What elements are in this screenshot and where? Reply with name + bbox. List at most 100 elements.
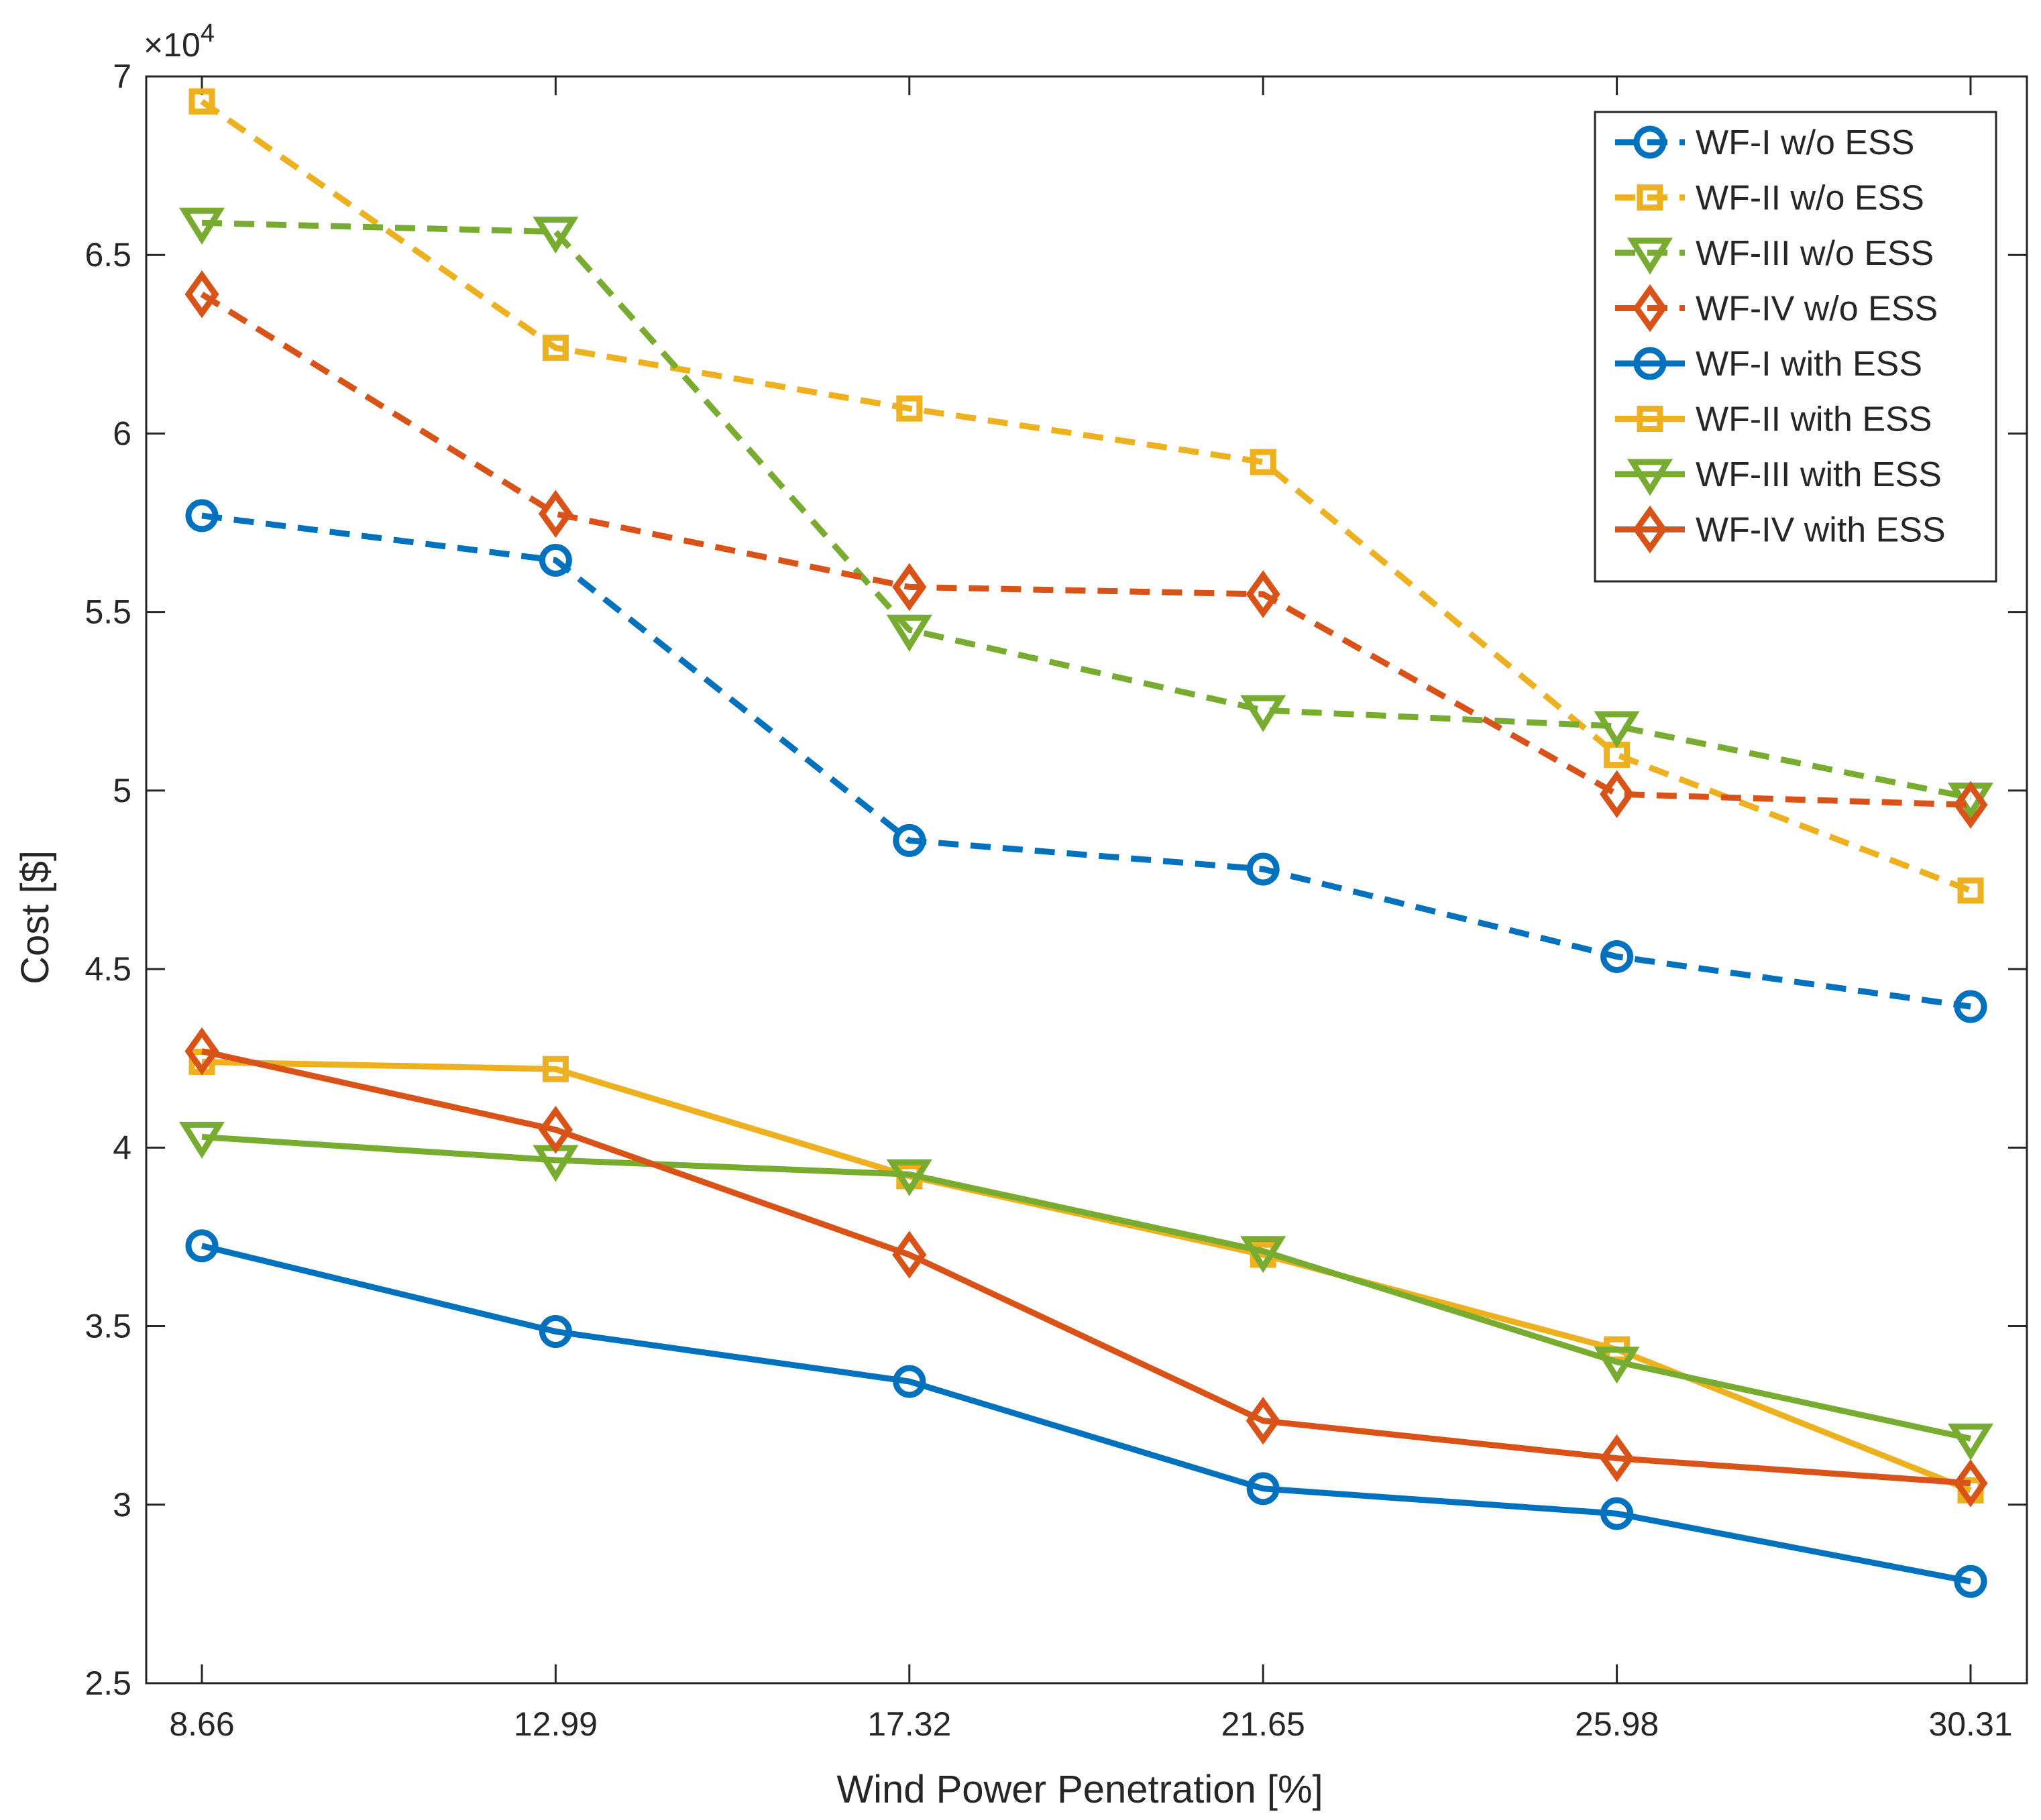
legend-swatch-marker <box>1633 505 1667 554</box>
x-tick-label: 30.31 <box>1928 1705 2012 1743</box>
data-point <box>1600 1434 1635 1483</box>
data-point <box>1600 1497 1634 1530</box>
data-point <box>893 1365 926 1398</box>
legend-swatch-marker <box>1637 406 1663 432</box>
y-tick-label: 3 <box>113 1486 131 1524</box>
series-wf-iii-with-ess <box>178 1121 1994 1461</box>
data-point <box>1246 852 1280 886</box>
series-line <box>201 1048 1971 1487</box>
series-layer <box>178 88 1994 1598</box>
data-point <box>892 563 927 612</box>
series-wf-iv-w-o-ess <box>184 270 1988 829</box>
data-point <box>1954 1565 1987 1598</box>
data-point <box>185 1229 219 1263</box>
y-tick-label: 2.5 <box>85 1664 131 1702</box>
data-point <box>538 490 573 538</box>
data-point <box>178 1121 225 1159</box>
data-point <box>1600 940 1634 973</box>
y-tick-label: 4 <box>113 1129 131 1166</box>
data-point <box>1246 1472 1280 1505</box>
data-point <box>539 543 572 577</box>
legend-item: WF-IV with ESS <box>1615 505 1946 554</box>
series-line <box>201 219 1971 801</box>
legend-item: WF-III w/o ESS <box>1615 234 1934 275</box>
x-axis: 8.66 12.99 17.32 21.65 25.98 30.31 <box>169 76 2013 1743</box>
legend-label: WF-I with ESS <box>1696 345 1922 384</box>
data-point <box>1954 990 1987 1023</box>
x-tick-label: 25.98 <box>1575 1705 1659 1743</box>
data-point <box>539 1315 572 1349</box>
series-wf-i-with-ess <box>185 1229 1987 1598</box>
data-point <box>1953 1459 1988 1508</box>
y-tick-label: 6.5 <box>85 236 131 274</box>
data-point <box>896 395 923 422</box>
data-point <box>184 270 219 319</box>
legend-label: WF-IV w/o ESS <box>1696 290 1938 329</box>
legend-swatch-marker <box>1626 237 1673 275</box>
data-point <box>892 1231 927 1279</box>
data-point <box>886 614 932 652</box>
data-point <box>886 1159 932 1196</box>
legend-item: WF-II with ESS <box>1615 400 1932 439</box>
legend-swatch-marker <box>1637 184 1663 211</box>
legend-label: WF-IV with ESS <box>1696 511 1946 550</box>
legend-swatch-marker <box>1633 125 1667 159</box>
data-point <box>1600 770 1635 818</box>
series-line <box>201 1243 1971 1585</box>
legend-swatch-marker <box>1626 459 1673 496</box>
data-point <box>542 335 569 361</box>
data-point <box>1957 877 1984 904</box>
x-tick-label: 21.65 <box>1221 1705 1305 1743</box>
series-wf-i-w-o-ess <box>185 499 1987 1023</box>
data-point <box>178 207 225 245</box>
data-point <box>1246 570 1280 618</box>
data-point <box>538 1105 573 1154</box>
data-point <box>533 217 579 254</box>
data-point <box>1594 711 1640 748</box>
legend-swatch-marker <box>1633 347 1667 380</box>
x-tick-label: 17.32 <box>867 1705 951 1743</box>
y-tick-label: 4.5 <box>85 950 131 988</box>
series-line <box>201 1133 1971 1442</box>
y-tick-label: 6 <box>113 414 131 452</box>
legend-label: WF-I w/o ESS <box>1696 123 1914 162</box>
x-axis-label: Wind Power Penetration [%] <box>836 1768 1323 1811</box>
legend: WF-I w/o ESS WF-II w/o ESS WF-III w/o ESS W… <box>1594 111 1997 583</box>
legend-label: WF-II with ESS <box>1696 400 1932 439</box>
data-point <box>185 499 219 532</box>
y-exponent-label: ×104 <box>144 19 215 64</box>
y-axis: 2.5 3 3.5 4 4.5 5 5.5 6 6.5 7 <box>85 58 2027 1702</box>
series-line <box>201 512 1971 1010</box>
series-wf-iv-with-ess <box>184 1027 1988 1508</box>
legend-swatch-marker <box>1633 284 1667 333</box>
series-wf-ii-w-o-ess <box>188 88 1984 904</box>
legend-label: WF-III w/o ESS <box>1696 234 1934 273</box>
data-point <box>893 823 926 857</box>
legend-label: WF-III with ESS <box>1696 455 1942 494</box>
y-tick-label: 7 <box>113 58 131 95</box>
legend-label: WF-II w/o ESS <box>1696 179 1924 218</box>
legend-item: WF-I w/o ESS <box>1615 123 1914 162</box>
data-point <box>1947 1423 1994 1461</box>
legend-item: WF-I with ESS <box>1615 345 1922 384</box>
x-tick-label: 12.99 <box>514 1705 598 1743</box>
data-point <box>1240 695 1286 732</box>
data-point <box>542 1056 569 1082</box>
data-point <box>1594 1347 1640 1384</box>
x-tick-label: 8.66 <box>169 1705 234 1743</box>
y-tick-label: 3.5 <box>85 1308 131 1345</box>
legend-item: WF-III with ESS <box>1615 455 1942 496</box>
y-axis-label: Cost [$] <box>13 850 57 984</box>
data-point <box>1246 1396 1280 1445</box>
data-point <box>184 1027 219 1076</box>
series-line <box>200 99 1972 894</box>
data-point <box>188 88 215 115</box>
series-line <box>200 291 1971 808</box>
y-tick-label: 5.5 <box>85 593 131 631</box>
data-point <box>1250 449 1276 475</box>
y-tick-label: 5 <box>113 772 131 809</box>
data-point <box>1953 781 1988 829</box>
data-point <box>1240 1236 1286 1273</box>
legend-item: WF-IV w/o ESS <box>1615 284 1938 333</box>
